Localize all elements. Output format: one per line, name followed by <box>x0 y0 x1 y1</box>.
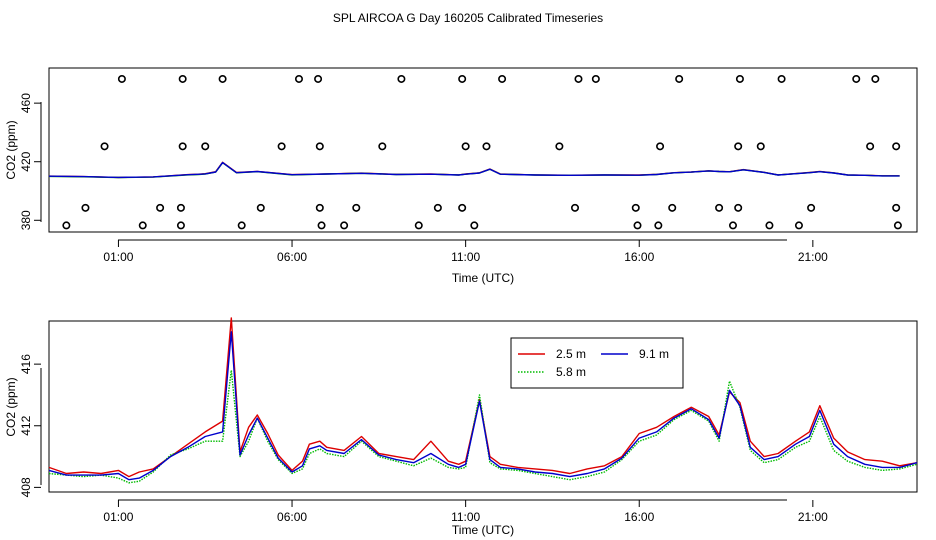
scatter-point <box>237 221 246 230</box>
top-panel: 01:00 06:00 11:00 16:00 21:00 380 420 460 Time… <box>4 67 918 285</box>
scatter-point <box>340 221 349 230</box>
scatter-point <box>470 221 479 230</box>
scatter-point <box>756 142 765 151</box>
scatter-point <box>555 142 564 151</box>
scatter-point <box>62 221 71 230</box>
scatter-point <box>735 74 744 83</box>
y-tick-label: 420 <box>19 151 33 171</box>
scatter-point <box>631 203 640 212</box>
scatter-point <box>100 142 109 151</box>
x-tick-label: 06:00 <box>277 250 307 264</box>
bottom-y-ticks: 408 412 416 <box>19 354 41 497</box>
y-tick-label: 380 <box>19 210 33 230</box>
scatter-point <box>734 142 743 151</box>
top-y-axis-label: CO2 (ppm) <box>4 120 18 179</box>
bottom-x-ticks: 01:00 06:00 11:00 16:00 21:00 <box>103 500 828 524</box>
legend-label-2-5m: 2.5 m <box>556 347 586 361</box>
scatter-point <box>668 203 677 212</box>
scatter-point <box>315 203 324 212</box>
x-tick-label: 01:00 <box>103 250 133 264</box>
scatter-point <box>176 221 185 230</box>
y-tick-label: 416 <box>19 354 33 374</box>
scatter-point <box>294 74 303 83</box>
top-x-axis-label: Time (UTC) <box>452 271 514 285</box>
x-tick-label: 11:00 <box>451 250 480 264</box>
top-x-ticks: 01:00 06:00 11:00 16:00 21:00 <box>103 240 828 264</box>
series-line <box>48 369 918 484</box>
y-tick-label: 412 <box>19 415 33 435</box>
scatter-point <box>656 142 665 151</box>
bottom-data <box>48 317 918 484</box>
x-tick-label: 16:00 <box>624 510 654 524</box>
scatter-point <box>201 142 210 151</box>
scatter-point <box>498 74 507 83</box>
scatter-point <box>138 221 147 230</box>
scatter-point <box>315 142 324 151</box>
scatter-point <box>314 74 323 83</box>
scatter-point <box>458 74 467 83</box>
top-plot-frame <box>48 67 918 233</box>
scatter-point <box>178 74 187 83</box>
legend-label-5-8m: 5.8 m <box>556 365 586 379</box>
scatter-point <box>218 74 227 83</box>
scatter-point <box>414 221 423 230</box>
scatter-point <box>871 74 880 83</box>
scatter-point <box>156 203 165 212</box>
scatter-point <box>893 221 902 230</box>
x-tick-label: 01:00 <box>103 510 133 524</box>
series-line <box>48 161 900 179</box>
top-data <box>48 74 902 230</box>
bottom-plot-frame <box>48 320 918 493</box>
legend: 2.5 m 9.1 m 5.8 m <box>510 337 684 389</box>
scatter-point <box>256 203 265 212</box>
scatter-point <box>317 221 326 230</box>
scatter-point <box>728 221 737 230</box>
y-tick-label: 460 <box>19 93 33 113</box>
scatter-point <box>482 142 491 151</box>
scatter-point <box>117 74 126 83</box>
scatter-point <box>852 74 861 83</box>
scatter-point <box>458 203 467 212</box>
scatter-point <box>81 203 90 212</box>
scatter-point <box>715 203 724 212</box>
bottom-panel: 01:00 06:00 11:00 16:00 21:00 408 412 416 2.5 … <box>4 317 918 537</box>
bottom-x-axis-label: Time (UTC) <box>452 523 514 537</box>
x-tick-label: 11:00 <box>451 510 480 524</box>
scatter-point <box>765 221 774 230</box>
x-tick-label: 21:00 <box>798 250 828 264</box>
scatter-point <box>633 221 642 230</box>
scatter-point <box>591 74 600 83</box>
legend-box <box>510 337 684 389</box>
scatter-point <box>892 142 901 151</box>
bottom-y-axis-label: CO2 (ppm) <box>4 377 18 436</box>
scatter-point <box>777 74 786 83</box>
legend-label-9-1m: 9.1 m <box>639 347 669 361</box>
scatter-point <box>176 203 185 212</box>
x-tick-label: 21:00 <box>798 510 828 524</box>
scatter-point <box>433 203 442 212</box>
y-tick-label: 408 <box>19 477 33 497</box>
scatter-point <box>571 203 580 212</box>
scatter-point <box>807 203 816 212</box>
series-line <box>48 317 918 478</box>
scatter-point <box>866 142 875 151</box>
scatter-point <box>397 74 406 83</box>
x-tick-label: 06:00 <box>277 510 307 524</box>
scatter-point <box>277 142 286 151</box>
top-y-ticks: 380 420 460 <box>19 93 41 230</box>
scatter-point <box>574 74 583 83</box>
scatter-point <box>461 142 470 151</box>
scatter-point <box>892 203 901 212</box>
x-tick-label: 16:00 <box>624 250 654 264</box>
scatter-point <box>794 221 803 230</box>
scatter-point <box>352 203 361 212</box>
series-line <box>48 331 918 481</box>
scatter-point <box>178 142 187 151</box>
scatter-point <box>734 203 743 212</box>
scatter-point <box>378 142 387 151</box>
scatter-point <box>654 221 663 230</box>
scatter-point <box>675 74 684 83</box>
page-title: SPL AIRCOA G Day 160205 Calibrated Times… <box>333 11 603 25</box>
